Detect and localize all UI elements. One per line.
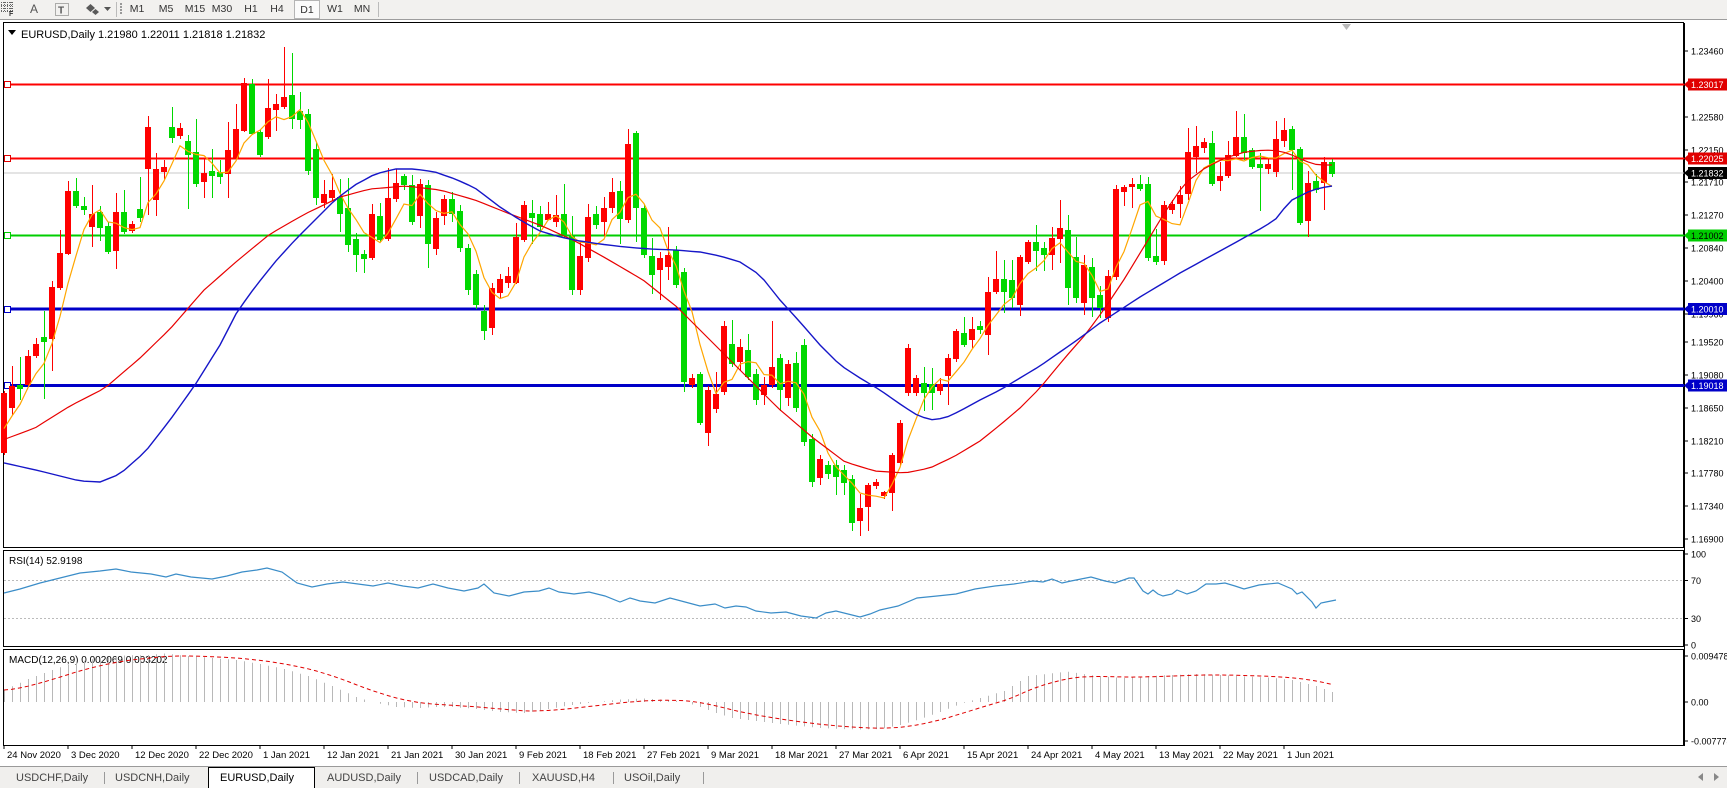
svg-text:12 Jan 2021: 12 Jan 2021 bbox=[327, 750, 379, 761]
svg-text:30 Jan 2021: 30 Jan 2021 bbox=[455, 750, 507, 761]
svg-text:1.19520: 1.19520 bbox=[1691, 338, 1724, 348]
svg-text:1.21270: 1.21270 bbox=[1691, 211, 1724, 221]
svg-text:18 Mar 2021: 18 Mar 2021 bbox=[775, 750, 828, 761]
svg-text:1.20400: 1.20400 bbox=[1691, 277, 1724, 287]
svg-text:6 Apr 2021: 6 Apr 2021 bbox=[903, 750, 949, 761]
svg-text:1.21710: 1.21710 bbox=[1691, 178, 1724, 188]
svg-text:-0.007778: -0.007778 bbox=[1691, 737, 1727, 747]
svg-text:1.17780: 1.17780 bbox=[1691, 469, 1724, 479]
svg-text:F: F bbox=[9, 11, 14, 18]
svg-text:27 Feb 2021: 27 Feb 2021 bbox=[647, 750, 700, 761]
svg-text:1.17340: 1.17340 bbox=[1691, 502, 1724, 512]
svg-text:9 Mar 2021: 9 Mar 2021 bbox=[711, 750, 759, 761]
svg-text:22 Dec 2020: 22 Dec 2020 bbox=[199, 750, 253, 761]
svg-text:1.18650: 1.18650 bbox=[1691, 404, 1724, 414]
svg-text:1 Jun 2021: 1 Jun 2021 bbox=[1287, 750, 1334, 761]
svg-text:27 Mar 2021: 27 Mar 2021 bbox=[839, 750, 892, 761]
svg-text:24 Apr 2021: 24 Apr 2021 bbox=[1031, 750, 1082, 761]
svg-text:1.19080: 1.19080 bbox=[1691, 371, 1724, 381]
svg-text:18 Feb 2021: 18 Feb 2021 bbox=[583, 750, 636, 761]
svg-text:1.23017: 1.23017 bbox=[1691, 80, 1724, 90]
svg-text:3 Dec 2020: 3 Dec 2020 bbox=[71, 750, 120, 761]
svg-text:1 Jan 2021: 1 Jan 2021 bbox=[263, 750, 310, 761]
svg-text:1.22580: 1.22580 bbox=[1691, 113, 1724, 123]
svg-text:21 Jan 2021: 21 Jan 2021 bbox=[391, 750, 443, 761]
svg-text:0.00: 0.00 bbox=[1691, 698, 1709, 708]
svg-text:1.23460: 1.23460 bbox=[1691, 47, 1724, 57]
svg-text:1.22025: 1.22025 bbox=[1691, 154, 1724, 164]
svg-text:0: 0 bbox=[1691, 641, 1696, 651]
svg-text:22 May 2021: 22 May 2021 bbox=[1223, 750, 1278, 761]
svg-text:T: T bbox=[58, 6, 64, 17]
svg-text:1.19018: 1.19018 bbox=[1691, 381, 1724, 391]
svg-text:RSI(14) 52.9198: RSI(14) 52.9198 bbox=[9, 556, 83, 567]
svg-text:15 Apr 2021: 15 Apr 2021 bbox=[967, 750, 1018, 761]
svg-text:1.21002: 1.21002 bbox=[1691, 231, 1724, 241]
svg-text:70: 70 bbox=[1691, 576, 1701, 586]
svg-text:24 Nov 2020: 24 Nov 2020 bbox=[7, 750, 61, 761]
svg-text:30: 30 bbox=[1691, 614, 1701, 624]
svg-text:MACD(12,26,9) 0.002069 0.00320: MACD(12,26,9) 0.002069 0.003202 bbox=[9, 655, 168, 666]
svg-text:0.009478: 0.009478 bbox=[1691, 652, 1727, 662]
svg-text:A: A bbox=[30, 2, 38, 16]
svg-text:EURUSD,Daily 1.21980 1.22011: EURUSD,Daily 1.21980 1.22011 1.21818 1.2… bbox=[21, 29, 265, 41]
svg-text:1.22150: 1.22150 bbox=[1691, 146, 1724, 156]
svg-text:1.18210: 1.18210 bbox=[1691, 437, 1724, 447]
svg-text:1.20840: 1.20840 bbox=[1691, 244, 1724, 254]
svg-text:1.16900: 1.16900 bbox=[1691, 535, 1724, 545]
svg-text:1.20010: 1.20010 bbox=[1691, 305, 1724, 315]
svg-text:13 May 2021: 13 May 2021 bbox=[1159, 750, 1214, 761]
svg-text:4 May 2021: 4 May 2021 bbox=[1095, 750, 1145, 761]
svg-text:1.21832: 1.21832 bbox=[1691, 169, 1724, 179]
svg-text:100: 100 bbox=[1691, 550, 1706, 560]
svg-text:12 Dec 2020: 12 Dec 2020 bbox=[135, 750, 189, 761]
svg-text:9 Feb 2021: 9 Feb 2021 bbox=[519, 750, 567, 761]
